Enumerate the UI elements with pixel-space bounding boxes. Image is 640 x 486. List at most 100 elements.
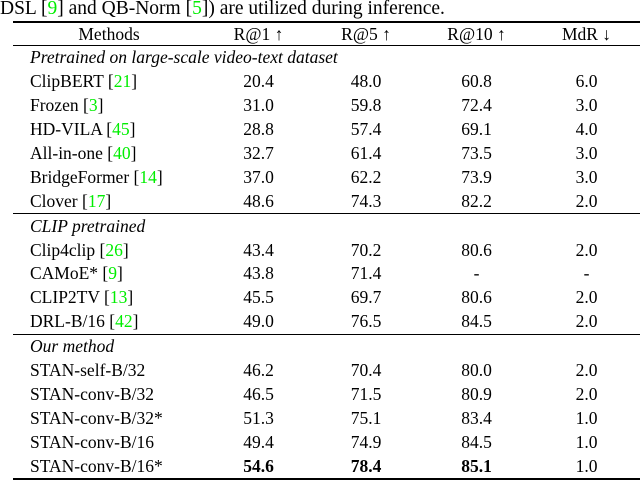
metric-value: 37.0 [243, 166, 274, 187]
method-name: Clover [17] [30, 190, 112, 211]
method-name: STAN-conv-B/16 [30, 431, 155, 452]
method-name: CAMoE* [9] [30, 263, 123, 284]
method-name: STAN-conv-B/32 [30, 383, 155, 404]
citation-link[interactable]: 45 [112, 119, 130, 140]
table-row: DRL-B/16 [42] 49.0 76.5 84.5 2.0 [13, 310, 640, 334]
results-table: Methods R@1 ↑ R@5 ↑ R@10 ↑ MdR ↓ Pretrai… [13, 21, 640, 481]
method-name: CLIP2TV [13] [30, 287, 134, 308]
metric-value: 70.2 [350, 239, 382, 260]
metric-value: 2.0 [575, 190, 598, 211]
column-header-methods: Methods [13, 22, 205, 46]
metric-value: 73.5 [461, 143, 492, 163]
citation-link[interactable]: 5 [192, 0, 202, 19]
table-row: CLIP2TV [13] 45.5 69.7 80.6 2.0 [13, 286, 640, 310]
section-label: Our method [13, 333, 640, 359]
section-label: CLIP pretrained [13, 213, 640, 239]
table-row: ClipBERT [21] 20.4 48.0 60.8 6.0 [13, 70, 640, 94]
metric-value: 54.6 [243, 455, 274, 476]
citation-link[interactable]: 40 [113, 143, 131, 163]
citation-link[interactable]: 14 [139, 166, 157, 187]
section-header-row: Our method [13, 333, 640, 359]
metric-value: 57.4 [350, 119, 382, 140]
citation-link[interactable]: 13 [109, 287, 128, 308]
metric-value: 84.5 [461, 311, 492, 332]
metric-value: 43.8 [243, 263, 274, 284]
metric-value: - [473, 263, 480, 284]
metric-value: 84.5 [461, 431, 492, 452]
metric-value: 1.0 [575, 455, 598, 476]
metric-value: 80.6 [461, 239, 492, 260]
section-header-row: Pretrained on large-scale video-text dat… [13, 46, 640, 70]
citation-link[interactable]: 17 [87, 190, 106, 211]
citation-link[interactable]: 26 [105, 239, 123, 260]
table-row: Clover [17] 48.6 74.3 82.2 2.0 [13, 189, 640, 213]
metric-value: 76.5 [350, 311, 382, 332]
method-name: HD-VILA [45] [30, 119, 136, 140]
metric-value: 70.4 [350, 360, 382, 381]
metric-value: 48.6 [243, 190, 274, 211]
column-header-r10: R@10 ↑ [420, 22, 533, 46]
column-header-r5: R@5 ↑ [312, 22, 420, 46]
method-name: Clip4clip [26] [30, 239, 129, 260]
citation-link[interactable]: 3 [88, 95, 98, 116]
metric-value: 46.2 [243, 360, 274, 381]
column-header-r1: R@1 ↑ [205, 22, 312, 46]
metric-value: 80.0 [461, 360, 492, 381]
metric-value: 32.7 [243, 143, 274, 163]
metric-value: 60.8 [461, 71, 492, 92]
metric-value: 69.7 [350, 287, 382, 308]
metric-value: 74.3 [350, 190, 382, 211]
metric-value: 49.0 [243, 311, 274, 332]
metric-value: 2.0 [575, 239, 598, 260]
method-name: All-in-one [40] [30, 143, 137, 163]
method-name: STAN-self-B/32 [30, 360, 146, 381]
table-row: STAN-conv-B/32 46.5 71.5 80.9 2.0 [13, 382, 640, 406]
metric-value: 31.0 [243, 95, 274, 116]
metric-value: 72.4 [461, 95, 492, 116]
citation-link[interactable]: 9 [108, 263, 118, 284]
metric-value: - [583, 263, 590, 284]
metric-value: 51.3 [243, 407, 274, 428]
metric-value: 2.0 [575, 360, 598, 381]
caption-segment: ]) are utilized during inference. [201, 0, 445, 19]
metric-value: 71.4 [350, 263, 382, 284]
metric-value: 4.0 [575, 119, 598, 140]
metric-value: 78.4 [350, 455, 382, 476]
citation-link[interactable]: 9 [47, 0, 58, 19]
metric-value: 3.0 [575, 166, 598, 187]
table-row: STAN-conv-B/16 49.4 74.9 84.5 1.0 [13, 430, 640, 454]
header-row: Methods R@1 ↑ R@5 ↑ R@10 ↑ MdR ↓ [13, 22, 640, 46]
metric-value: 62.2 [350, 166, 382, 187]
table-row: STAN-conv-B/32* 51.3 75.1 83.4 1.0 [13, 406, 640, 430]
table-row: STAN-conv-B/16* 54.6 78.4 85.1 1.0 [13, 454, 640, 479]
table-row: Frozen [3] 31.0 59.8 72.4 3.0 [13, 94, 640, 118]
metric-value: 80.6 [461, 287, 492, 308]
method-name: DRL-B/16 [42] [30, 311, 139, 332]
metric-value: 85.1 [461, 455, 492, 476]
metric-value: 71.5 [350, 383, 382, 404]
metric-value: 45.5 [243, 287, 274, 308]
metric-value: 75.1 [350, 407, 382, 428]
table-row: CAMoE* [9] 43.8 71.4 - - [13, 262, 640, 286]
table-row: Clip4clip [26] 43.4 70.2 80.6 2.0 [13, 238, 640, 262]
citation-link[interactable]: 21 [113, 71, 132, 92]
metric-value: 43.4 [243, 239, 274, 260]
table-body: Pretrained on large-scale video-text dat… [13, 46, 640, 480]
metric-value: 49.4 [243, 431, 274, 452]
metric-value: 6.0 [575, 71, 598, 92]
metric-value: 82.2 [461, 190, 492, 211]
method-name: ClipBERT [21] [30, 71, 138, 92]
metric-value: 2.0 [575, 383, 598, 404]
metric-value: 3.0 [575, 143, 598, 163]
metric-value: 20.4 [243, 71, 274, 92]
metric-value: 2.0 [575, 311, 598, 332]
citation-link[interactable]: 42 [115, 311, 133, 332]
metric-value: 3.0 [575, 95, 598, 116]
metric-value: 46.5 [243, 383, 274, 404]
metric-value: 61.4 [350, 143, 382, 163]
method-name: BridgeFormer [14] [30, 166, 163, 187]
metric-value: 83.4 [461, 407, 492, 428]
column-header-mdr: MdR ↓ [533, 22, 640, 46]
metric-value: 2.0 [575, 287, 598, 308]
metric-value: 28.8 [243, 119, 274, 140]
